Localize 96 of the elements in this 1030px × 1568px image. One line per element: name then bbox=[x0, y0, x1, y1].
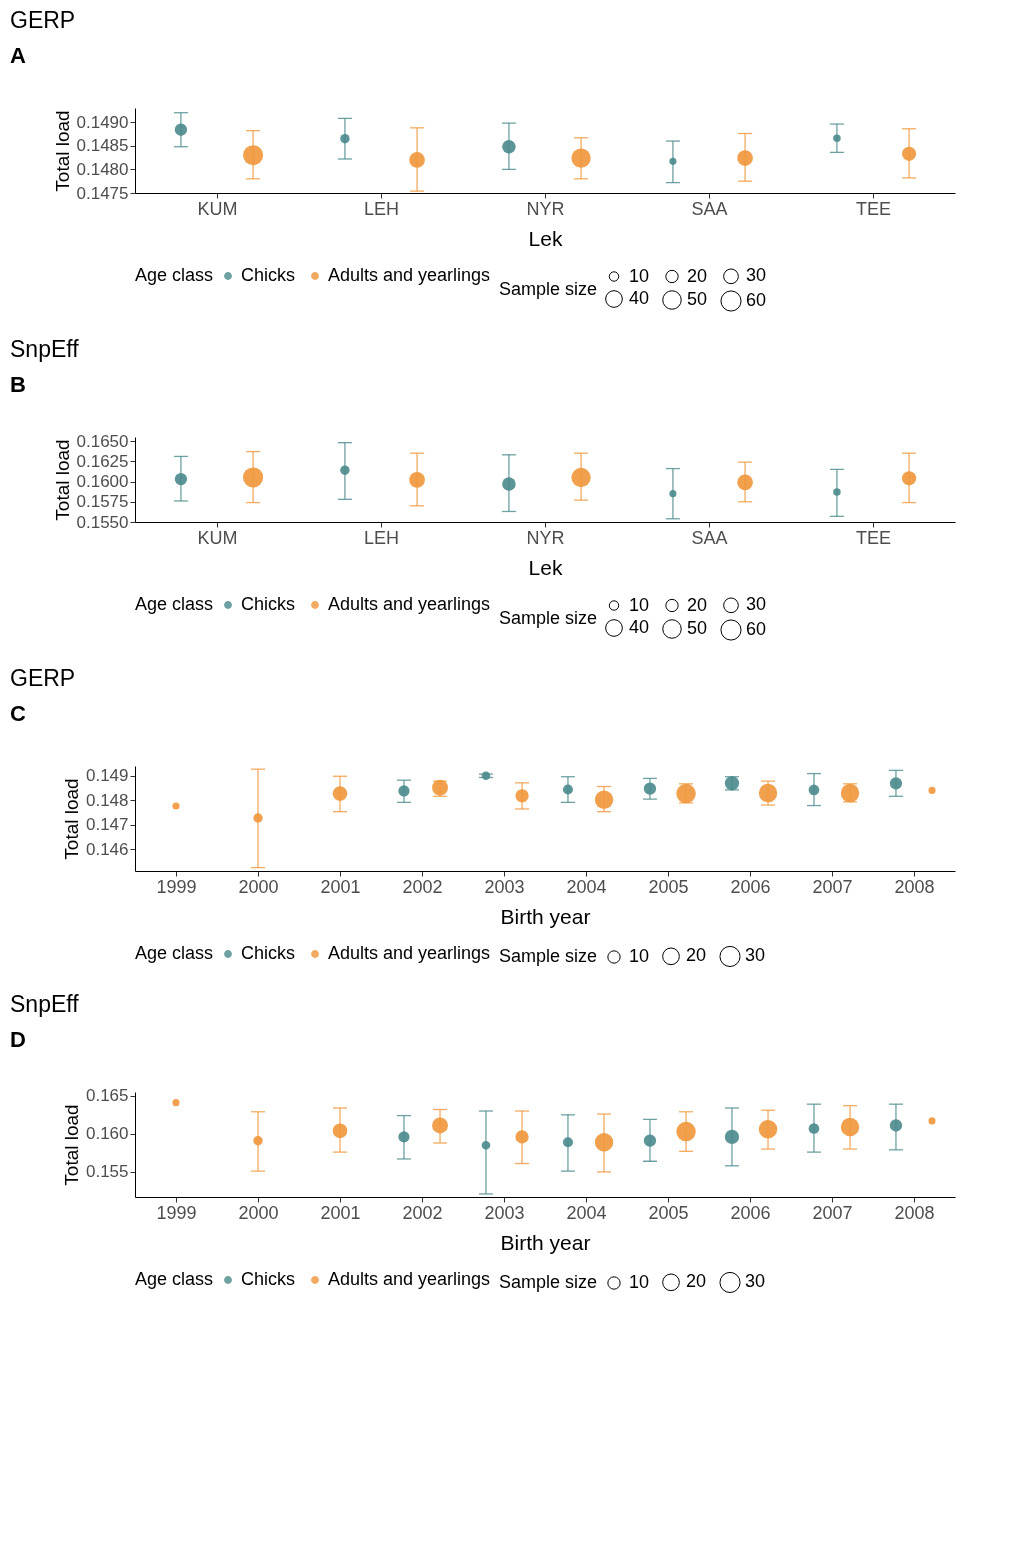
y-tick-label: 0.147 bbox=[85, 815, 129, 835]
legend-label: 40 bbox=[629, 617, 650, 637]
x-tick-label: TEE bbox=[855, 198, 892, 219]
x-tick-label: 2005 bbox=[648, 876, 689, 897]
legend-label: 10 bbox=[629, 594, 650, 615]
y-tick-label: 0.1550 bbox=[76, 512, 129, 532]
x-tick-label: 2000 bbox=[238, 1202, 279, 1223]
legend-label: 40 bbox=[629, 288, 650, 308]
legend-label: Chicks bbox=[241, 594, 296, 614]
x-tick-label: KUM bbox=[197, 527, 238, 548]
x-tick-label: 2006 bbox=[730, 876, 771, 897]
x-tick-label: TEE bbox=[855, 527, 892, 548]
x-tick-label: NYR bbox=[526, 198, 565, 219]
x-tick-label: 2008 bbox=[894, 1202, 935, 1223]
legend-title: Age class bbox=[135, 1269, 214, 1289]
x-tick-label: 2006 bbox=[730, 1202, 771, 1223]
y-tick-label: 0.1625 bbox=[76, 451, 129, 471]
chart-title: SnpEff bbox=[10, 336, 80, 362]
legend-label: Adults and yearlings bbox=[328, 1269, 491, 1289]
x-tick-label: 2003 bbox=[484, 1202, 525, 1223]
legend-title: Age class bbox=[135, 265, 214, 285]
y-tick-label: 0.148 bbox=[85, 790, 129, 810]
y-axis-title: Total load bbox=[60, 1104, 82, 1186]
y-axis-title: Total load bbox=[51, 110, 73, 192]
x-tick-label: KUM bbox=[197, 198, 238, 219]
x-tick-label: 2004 bbox=[566, 1202, 607, 1223]
legend-label: Chicks bbox=[241, 265, 296, 285]
x-tick-label: 2000 bbox=[238, 876, 279, 897]
chart-title: GERP bbox=[10, 665, 76, 691]
y-tick-label: 0.1490 bbox=[76, 112, 129, 132]
legend-label: Adults and yearlings bbox=[328, 265, 491, 285]
x-tick-label: 2002 bbox=[402, 1202, 443, 1223]
chart-title: GERP bbox=[10, 7, 76, 33]
legend-label: 60 bbox=[746, 290, 767, 310]
x-axis-title: Birth year bbox=[500, 904, 591, 928]
text: Sample size bbox=[499, 1272, 598, 1292]
text: Sample size bbox=[499, 608, 598, 628]
y-tick-label: 0.1600 bbox=[76, 472, 129, 492]
legend-label: 10 bbox=[629, 265, 650, 286]
y-tick-label: 0.160 bbox=[85, 1124, 129, 1144]
legend-title: Age class bbox=[135, 594, 214, 614]
x-tick-label: 2001 bbox=[320, 876, 361, 897]
legend-label: 30 bbox=[745, 1271, 766, 1292]
x-tick-label: 2001 bbox=[320, 1202, 361, 1223]
x-tick-label: 1999 bbox=[156, 1202, 197, 1223]
y-tick-label: 0.149 bbox=[85, 766, 129, 786]
x-axis-title: Lek bbox=[528, 555, 563, 579]
x-tick-label: 2005 bbox=[648, 1202, 689, 1223]
y-tick-label: 0.1485 bbox=[76, 136, 129, 156]
y-axis-title: Total load bbox=[60, 778, 82, 860]
text: Sample size bbox=[499, 279, 598, 299]
x-tick-label: NYR bbox=[526, 527, 565, 548]
x-tick-label: 2004 bbox=[566, 876, 607, 897]
text: D bbox=[10, 1027, 26, 1052]
legend-title: Age class bbox=[135, 943, 214, 963]
y-tick-label: 0.1575 bbox=[76, 492, 129, 512]
y-tick-label: 0.165 bbox=[85, 1086, 129, 1106]
text: Sample size bbox=[499, 946, 598, 966]
x-tick-label: 2007 bbox=[812, 876, 853, 897]
y-tick-label: 0.1480 bbox=[76, 159, 129, 179]
y-axis-title: Total load bbox=[51, 439, 73, 521]
x-tick-label: LEH bbox=[363, 198, 400, 219]
x-axis-title: Birth year bbox=[500, 1230, 591, 1254]
legend-label: 30 bbox=[745, 945, 766, 966]
chart-title: SnpEff bbox=[10, 991, 80, 1017]
x-tick-label: 1999 bbox=[156, 876, 197, 897]
text: B bbox=[10, 372, 26, 397]
x-tick-label: LEH bbox=[363, 527, 400, 548]
y-tick-label: 0.1475 bbox=[76, 183, 129, 203]
legend-label: Adults and yearlings bbox=[328, 594, 491, 614]
y-tick-label: 0.155 bbox=[85, 1162, 129, 1182]
y-tick-label: 0.1650 bbox=[76, 431, 129, 451]
x-tick-label: 2007 bbox=[812, 1202, 853, 1223]
legend-label: 20 bbox=[687, 594, 708, 615]
x-tick-label: 2008 bbox=[894, 876, 935, 897]
legend-label: Chicks bbox=[241, 943, 296, 963]
legend-label: Adults and yearlings bbox=[328, 943, 491, 963]
text: A bbox=[10, 43, 26, 68]
text: C bbox=[10, 701, 26, 726]
legend-label: 20 bbox=[686, 1271, 707, 1292]
legend-label: 60 bbox=[746, 619, 767, 639]
legend-label: 20 bbox=[687, 265, 708, 286]
x-axis-title: Lek bbox=[528, 226, 563, 250]
legend-label: 20 bbox=[686, 945, 707, 966]
y-tick-label: 0.146 bbox=[85, 839, 129, 859]
x-tick-label: SAA bbox=[691, 527, 728, 548]
legend-label: Chicks bbox=[241, 1269, 296, 1289]
legend-label: 30 bbox=[746, 594, 767, 615]
legend-label: 30 bbox=[746, 265, 767, 286]
x-tick-label: SAA bbox=[691, 198, 728, 219]
x-tick-label: 2002 bbox=[402, 876, 443, 897]
legend-label: 10 bbox=[629, 1272, 650, 1292]
legend-label: 50 bbox=[687, 618, 708, 638]
legend-label: 50 bbox=[687, 289, 708, 309]
legend-label: 10 bbox=[629, 946, 650, 966]
x-tick-label: 2003 bbox=[484, 876, 525, 897]
